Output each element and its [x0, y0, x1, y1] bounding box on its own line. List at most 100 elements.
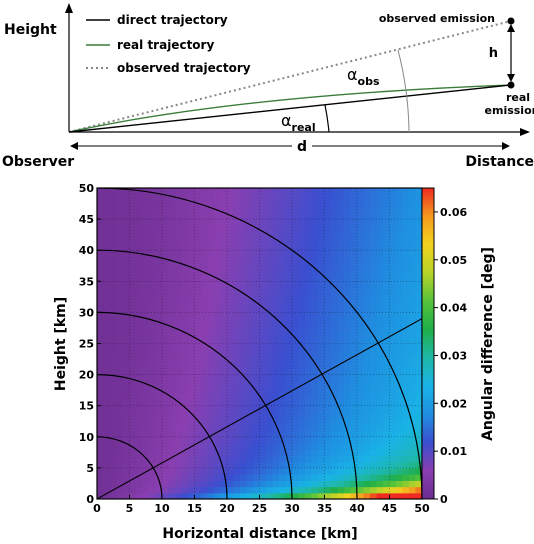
heatmap-cell	[318, 368, 326, 376]
y-tick-label: 10	[79, 431, 95, 444]
heatmap-cell	[214, 250, 222, 258]
heatmap-cell	[233, 231, 241, 239]
heatmap-cell	[396, 219, 404, 226]
heatmap-cell	[110, 299, 118, 307]
heatmap-cell	[370, 368, 378, 376]
heatmap-cell	[409, 455, 417, 463]
heatmap-cell	[123, 424, 131, 432]
heatmap-cell	[350, 188, 358, 195]
heatmap-cell	[103, 443, 111, 450]
heatmap-cell	[129, 231, 137, 239]
heatmap-cell	[370, 405, 378, 413]
heatmap-cell	[253, 355, 261, 363]
heatmap-cell	[337, 194, 345, 202]
heatmap-cell	[272, 443, 280, 450]
heatmap-cell	[136, 411, 144, 419]
heatmap-cell	[324, 194, 332, 202]
heatmap-cell	[363, 411, 371, 419]
heatmap-cell	[155, 455, 163, 463]
heatmap-cell	[181, 418, 189, 425]
heatmap-cell	[357, 492, 365, 499]
heatmap-cell	[149, 343, 157, 351]
heatmap-cell	[415, 219, 422, 226]
heatmap-cell	[246, 306, 254, 313]
heatmap-cell	[181, 443, 189, 450]
heatmap-cell	[383, 231, 391, 239]
heatmap-cell	[188, 349, 196, 357]
heatmap-cell	[337, 449, 345, 457]
heatmap-cell	[415, 480, 422, 488]
heatmap-cell	[331, 436, 339, 444]
heatmap-cell	[311, 268, 319, 276]
heatmap-cell	[376, 436, 384, 444]
heatmap-cell	[227, 318, 235, 326]
heatmap-cell	[155, 430, 163, 438]
heatmap-cell	[155, 188, 163, 195]
heatmap-cell	[409, 349, 417, 357]
heatmap-cell	[318, 424, 326, 432]
heatmap-cell	[285, 324, 293, 332]
heatmap-cell	[383, 393, 391, 401]
heatmap-cell	[253, 362, 261, 369]
heatmap-cell	[155, 405, 163, 413]
heatmap-cell	[298, 312, 306, 320]
heatmap-cell	[305, 399, 313, 407]
heatmap-cell	[110, 225, 118, 233]
heatmap-cell	[363, 231, 371, 239]
heatmap-cell	[149, 411, 157, 419]
heatmap-cell	[181, 411, 189, 419]
heatmap-cell	[103, 231, 111, 239]
heatmap-cell	[227, 337, 235, 345]
heatmap-cell	[266, 256, 274, 264]
heatmap-cell	[175, 225, 183, 233]
heatmap-cell	[292, 399, 300, 407]
heatmap-cell	[272, 368, 280, 376]
heatmap-cell	[240, 455, 248, 463]
heatmap-cell	[220, 399, 228, 407]
heatmap-cell	[324, 393, 332, 401]
heatmap-cell	[305, 393, 313, 401]
heatmap-cell	[279, 281, 287, 289]
heatmap-cell	[233, 299, 241, 307]
heatmap-cell	[253, 268, 261, 276]
heatmap-cell	[409, 430, 417, 438]
heatmap-cell	[305, 436, 313, 444]
heatmap-cell	[266, 380, 274, 388]
heatmap-cell	[233, 243, 241, 251]
heatmap-cell	[207, 467, 215, 475]
heatmap-cell	[259, 299, 267, 307]
heatmap-cell	[149, 467, 157, 475]
heatmap-cell	[279, 219, 287, 226]
heatmap-cell	[370, 467, 378, 475]
heatmap-cell	[97, 275, 105, 282]
x-axis-label: Horizontal distance [km]	[162, 526, 357, 542]
heatmap-cell	[266, 349, 274, 357]
heatmap-cell	[305, 287, 313, 295]
heatmap-cell	[266, 418, 274, 425]
heatmap-cell	[363, 387, 371, 394]
heatmap-cell	[168, 449, 176, 457]
heatmap-cell	[188, 480, 196, 488]
heatmap-cell	[305, 343, 313, 351]
x-tick-label: 35	[317, 502, 332, 515]
heatmap-cell	[220, 262, 228, 270]
heatmap-cell	[142, 343, 150, 351]
d-label-bg	[292, 138, 312, 154]
heatmap-cell	[116, 293, 124, 301]
heatmap-cell	[168, 237, 176, 245]
heatmap-cell	[207, 188, 215, 195]
heatmap-cell	[201, 399, 209, 407]
heatmap-cell	[142, 393, 150, 401]
heatmap-cell	[142, 399, 150, 407]
heatmap-cell	[415, 424, 422, 432]
heatmap-cell	[279, 449, 287, 457]
heatmap-cell	[149, 474, 157, 481]
heatmap-cell	[214, 262, 222, 270]
heatmap-cell	[402, 281, 410, 289]
heatmap-cell	[396, 399, 404, 407]
heatmap-cell	[227, 480, 235, 488]
heatmap-cell	[123, 256, 131, 264]
heatmap-cell	[266, 200, 274, 208]
observed-emission-label: observed emission	[379, 12, 495, 25]
heatmap-cell	[363, 200, 371, 208]
